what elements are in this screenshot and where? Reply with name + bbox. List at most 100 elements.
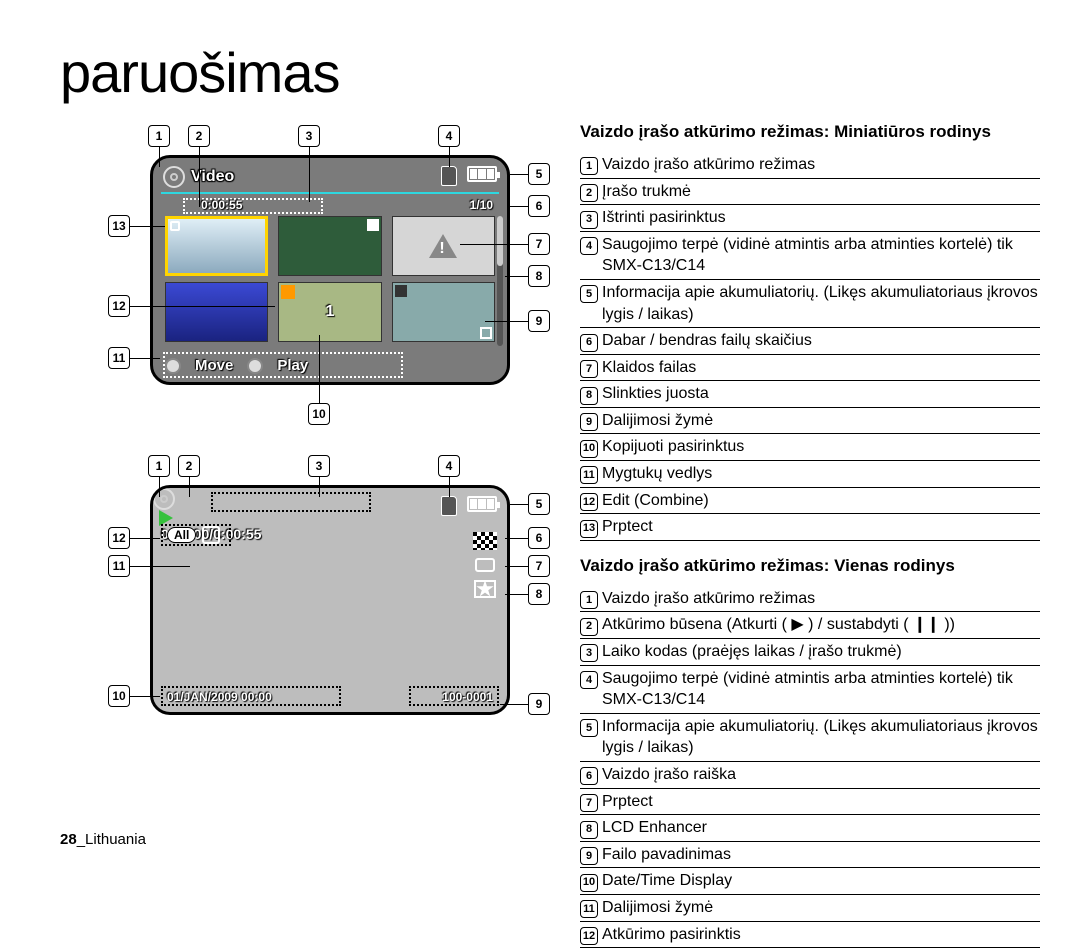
legend-number: 11 [580,900,598,918]
thumbnail-grid: ! 1 [165,216,495,342]
legend-row: 5Informacija apie akumuliatorių. (Likęs … [580,714,1040,762]
legend-row: 2Atkūrimo būsena (Atkurti ( ▶ ) / sustab… [580,612,1040,639]
legend-row: 11Dalijimosi žymė [580,895,1040,922]
diagram-thumbnail-view: 1 2 3 4 5 6 7 8 9 13 12 11 [60,125,560,425]
legend-number: 2 [580,618,598,636]
legend-number: 1 [580,157,598,175]
legend-number: 1 [580,591,598,609]
legend-text: Ištrinti pasirinktus [602,207,1040,229]
copy-mark-icon [395,285,407,297]
legend-row: 1Vaizdo įrašo atkūrimo režimas [580,152,1040,179]
callout2-11: 11 [108,555,130,577]
legend-number: 7 [580,360,598,378]
legend-row: 13Prptect [580,514,1040,541]
legend-text: Vaizdo įrašo atkūrimo režimas [602,154,1040,176]
callout-10: 10 [308,403,330,425]
camera-screen-thumbnail: Video 0:00:55 1/10 ! [150,155,510,385]
mode-icon [163,166,185,188]
copy-overlay: 1 [326,303,335,321]
callout2-7: 7 [528,555,550,577]
counter-label: 1/10 [470,198,493,212]
legend-text: Slinkties juosta [602,383,1040,405]
legend-text: Saugojimo terpė (vidinė atmintis arba at… [602,234,1040,277]
callout-6: 6 [528,195,550,217]
move-button-icon [165,358,181,374]
callout2-10: 10 [108,685,130,707]
legend-row: 12Atkūrimo pasirinktis [580,922,1040,948]
play-button-icon [247,358,263,374]
legend-number: 6 [580,334,598,352]
page-number: 28 [60,831,77,848]
lock-icon [170,221,180,231]
datetime-label: 01/JAN/2009 00:00 [167,690,272,704]
thumbnail: 1 [278,282,381,342]
legend-number: 13 [580,520,598,538]
legend-number: 12 [580,493,598,511]
thumbnail [165,282,268,342]
diagram-single-view: 1 2 3 4 5 6 7 8 9 12 11 10 [60,455,560,735]
protect-icon [475,558,495,572]
legend-number: 10 [580,440,598,458]
legend-number: 10 [580,874,598,892]
camera-screen-single: 0:00:00/0:00:55 All 01/JAN/2009 0 [150,485,510,715]
legend-text: Saugojimo terpė (vidinė atmintis arba at… [602,668,1040,711]
legend-number: 4 [580,671,598,689]
legend-row: 5Informacija apie akumuliatorių. (Likęs … [580,280,1040,328]
move-label: Move [195,357,233,374]
share-icon [202,526,220,544]
legend-text: Dalijimosi žymė [602,410,1040,432]
legend-text: Atkūrimo būsena (Atkurti ( ▶ ) / sustabd… [602,614,1040,636]
legend-text: Laiko kodas (praėjęs laikas / įrašo truk… [602,641,1040,663]
legend-number: 9 [580,847,598,865]
legend-number: 11 [580,466,598,484]
legend-text: Date/Time Display [602,870,1040,892]
page-title: paruošimas [60,40,1040,105]
combine-mark-icon [281,285,295,299]
callout-3: 3 [298,125,320,147]
callout-5: 5 [528,163,550,185]
callout2-8: 8 [528,583,550,605]
legend-text: Kopijuoti pasirinktus [602,436,1040,458]
page-location: Lithuania [85,831,146,848]
mode-icon [153,488,175,510]
resolution-icon [473,532,497,550]
legend-number: 6 [580,767,598,785]
thumbnail [392,282,495,342]
legend-number: 3 [580,211,598,229]
legend-text: Mygtukų vedlys [602,463,1040,485]
legend-text: Įrašo trukmė [602,181,1040,203]
callout-1: 1 [148,125,170,147]
legend-row: 6Dabar / bendras failų skaičius [580,328,1040,355]
legend-row: 7Klaidos failas [580,355,1040,382]
legend-list-1: 1Vaizdo įrašo atkūrimo režimas2Įrašo tru… [580,152,1040,541]
legend-number: 2 [580,184,598,202]
legend-text: Informacija apie akumuliatorių. (Likęs a… [602,716,1040,759]
legend-row: 4Saugojimo terpė (vidinė atmintis arba a… [580,232,1040,280]
duration-label: 0:00:55 [201,198,242,212]
legend-row: 7Prptect [580,789,1040,816]
callout2-12: 12 [108,527,130,549]
legend-number: 5 [580,719,598,737]
legend-list-2: 1Vaizdo įrašo atkūrimo režimas2Atkūrimo … [580,586,1040,948]
all-badge: All [167,527,196,543]
legend-text: Prptect [602,791,1040,813]
callout-2: 2 [188,125,210,147]
legend-number: 3 [580,644,598,662]
section2-heading: Vaizdo įrašo atkūrimo režimas: Vienas ro… [580,555,1040,578]
legend-text: Dabar / bendras failų skaičius [602,330,1040,352]
legend-text: Failo pavadinimas [602,844,1040,866]
callout2-4: 4 [438,455,460,477]
legend-row: 8LCD Enhancer [580,815,1040,842]
legend-text: Vaizdo įrašo atkūrimo režimas [602,588,1040,610]
legend-number: 8 [580,821,598,839]
mode-label: Video [191,168,234,186]
legend-number: 7 [580,794,598,812]
legend-text: Atkūrimo pasirinktis [602,924,1040,946]
legend-number: 12 [580,927,598,945]
legend-row: 9Failo pavadinimas [580,842,1040,869]
filename-label: 100-0001 [442,690,493,704]
section1-heading: Vaizdo įrašo atkūrimo režimas: Miniatiūr… [580,121,1040,144]
callout2-5: 5 [528,493,550,515]
legend-row: 3Laiko kodas (praėjęs laikas / įrašo tru… [580,639,1040,666]
legend-number: 8 [580,387,598,405]
